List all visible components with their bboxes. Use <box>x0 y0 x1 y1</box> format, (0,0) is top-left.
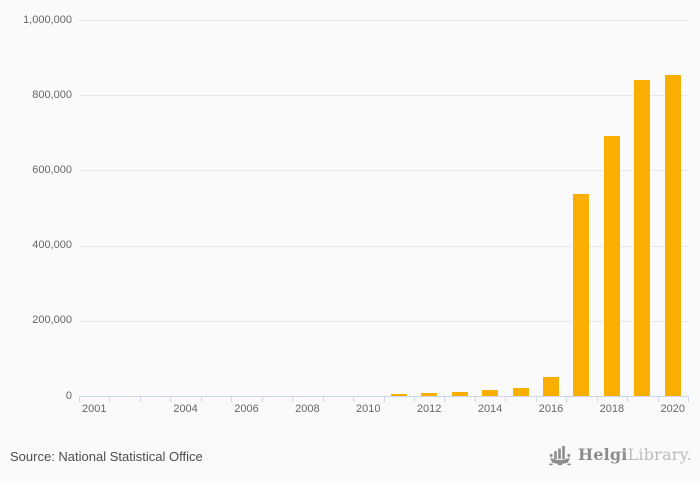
y-axis-label: 1,000,000 <box>23 13 72 26</box>
x-axis-tick <box>170 396 172 402</box>
x-axis-tick <box>261 396 263 402</box>
x-axis-label: 2020 <box>660 403 686 415</box>
bar-2015[interactable] <box>512 388 529 396</box>
helgi-ship-icon <box>549 446 571 466</box>
x-axis-tick <box>231 396 233 402</box>
x-axis-tick <box>688 396 689 402</box>
bar-2013[interactable] <box>451 392 468 396</box>
y-axis-label: 400,000 <box>32 239 72 252</box>
x-axis-tick <box>505 396 507 402</box>
x-axis-label: 2010 <box>356 403 381 415</box>
x-axis-tick <box>109 396 111 402</box>
logo-text-secondary: Library. <box>627 445 692 464</box>
x-axis-tick <box>444 396 446 402</box>
bar-2012[interactable] <box>421 392 438 396</box>
y-axis-label: 800,000 <box>32 88 72 101</box>
x-axis-tick <box>322 396 324 402</box>
bar-2017[interactable] <box>573 194 590 396</box>
gridline <box>79 95 688 97</box>
x-axis-label: 2006 <box>234 403 259 415</box>
y-axis-label: 600,000 <box>32 163 72 176</box>
gridline <box>79 170 688 172</box>
bar-2020[interactable] <box>664 74 681 396</box>
x-axis-tick <box>596 396 598 402</box>
x-axis-tick <box>292 396 294 402</box>
x-axis-tick <box>474 396 476 402</box>
x-axis-label: 2014 <box>477 403 503 415</box>
bar-2018[interactable] <box>603 135 620 396</box>
x-axis-tick <box>535 396 537 402</box>
x-axis-label: 2016 <box>538 403 564 415</box>
bar-2014[interactable] <box>482 389 499 396</box>
x-axis-label: 2008 <box>295 403 320 415</box>
source-label: Source: National Statistical Office <box>10 449 203 464</box>
helgi-library-logo[interactable]: HelgiLibrary. <box>547 443 692 467</box>
x-axis-label: 2001 <box>81 403 107 415</box>
gridline <box>79 245 688 247</box>
logo-text-primary: Helgi <box>577 445 628 464</box>
x-axis-tick <box>657 396 659 402</box>
x-axis-label: 2012 <box>416 403 442 415</box>
bar-2019[interactable] <box>634 80 651 396</box>
bar-2016[interactable] <box>542 377 559 396</box>
x-axis-tick <box>566 396 568 402</box>
x-axis-tick <box>383 396 385 402</box>
bar-2011[interactable] <box>390 393 407 396</box>
gridline <box>79 20 688 21</box>
x-axis-tick <box>353 396 355 402</box>
x-axis-label: 2018 <box>599 403 625 415</box>
x-axis-label: 2004 <box>173 403 198 415</box>
x-axis-tick <box>627 396 629 402</box>
y-axis-label: 0 <box>65 389 72 402</box>
gridline <box>79 320 688 322</box>
x-axis-tick <box>200 396 202 402</box>
x-axis-tick <box>413 396 415 402</box>
y-axis-label: 200,000 <box>32 314 72 327</box>
x-axis-tick <box>139 396 141 402</box>
x-axis-tick <box>79 396 80 402</box>
